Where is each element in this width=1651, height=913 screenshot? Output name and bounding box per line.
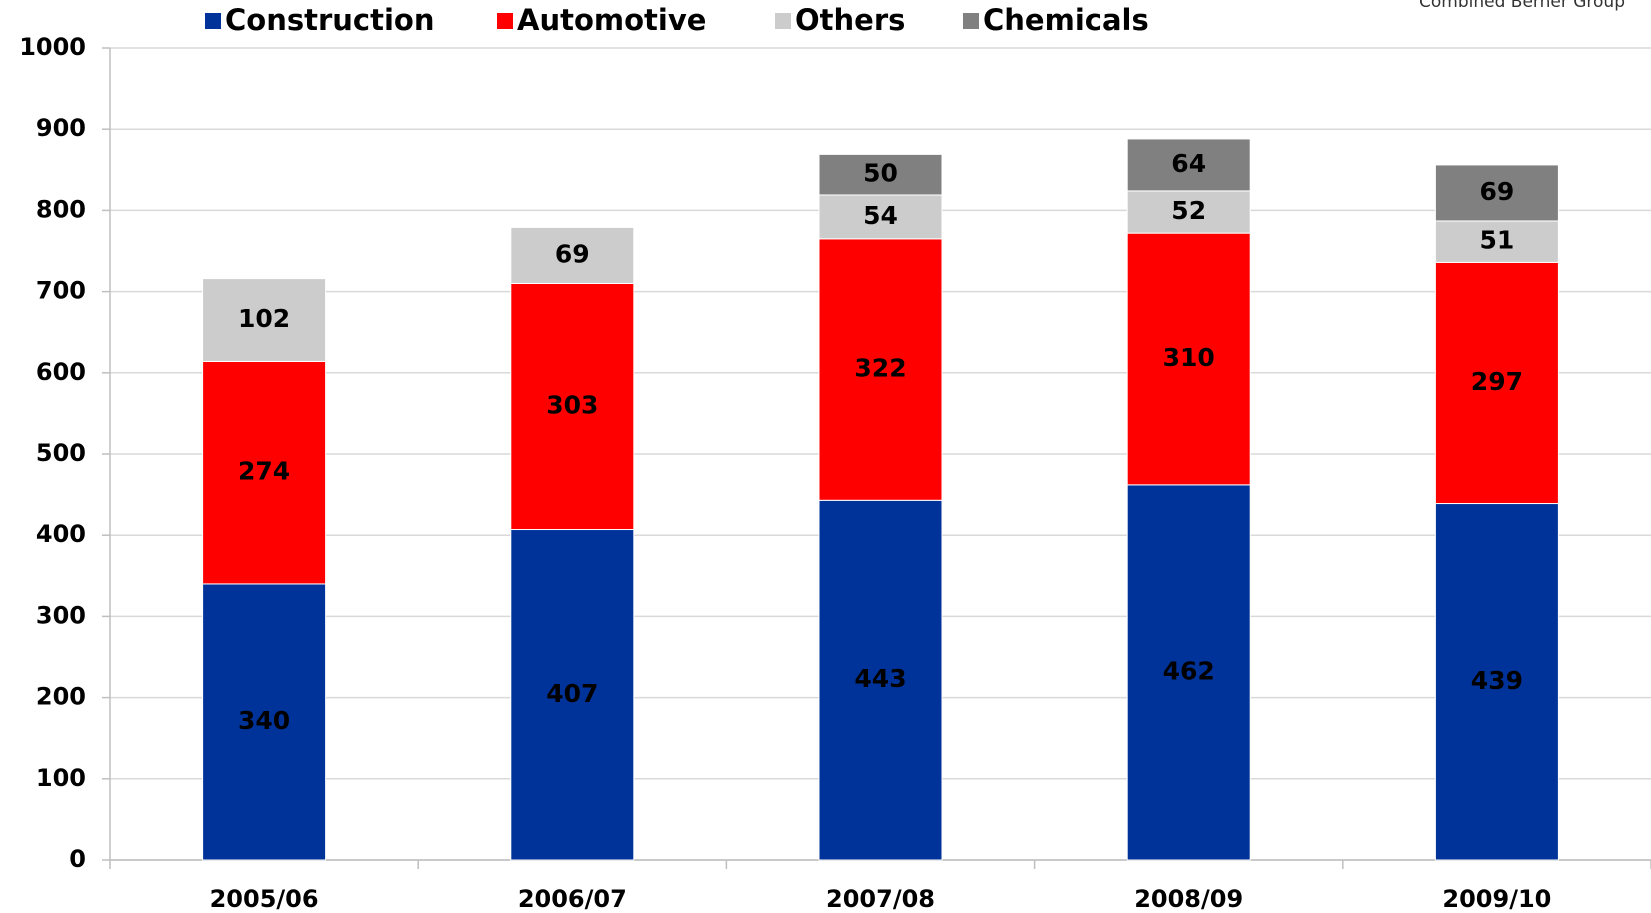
bar-segment bbox=[510, 282, 635, 531]
x-tick-label: 2009/10 bbox=[1442, 885, 1551, 913]
y-tick-label: 500 bbox=[36, 439, 86, 467]
data-label: 439 bbox=[1471, 666, 1523, 695]
y-tick-label: 400 bbox=[36, 520, 86, 548]
bar-segment bbox=[818, 194, 943, 240]
y-tick-label: 600 bbox=[36, 358, 86, 386]
bar-segment bbox=[510, 529, 635, 861]
data-label: 297 bbox=[1471, 367, 1523, 396]
data-label: 340 bbox=[238, 706, 290, 735]
y-tick-label: 300 bbox=[36, 601, 86, 629]
data-label: 310 bbox=[1163, 343, 1215, 372]
y-tick-label: 700 bbox=[36, 277, 86, 305]
legend-swatch bbox=[497, 13, 513, 29]
data-label: 50 bbox=[863, 159, 898, 188]
bar-segment bbox=[818, 153, 943, 196]
data-label: 303 bbox=[546, 390, 598, 419]
data-label: 407 bbox=[546, 679, 598, 708]
bar-segment bbox=[1126, 190, 1251, 234]
bar-segment bbox=[1434, 261, 1559, 505]
x-tick-label: 2008/09 bbox=[1134, 885, 1243, 913]
bar-segment bbox=[1434, 164, 1559, 222]
data-label: 64 bbox=[1171, 149, 1206, 178]
y-tick-label: 0 bbox=[69, 845, 86, 873]
data-label: 462 bbox=[1163, 656, 1215, 685]
legend-label: Construction bbox=[225, 3, 435, 37]
legend-swatch bbox=[775, 13, 791, 29]
data-label: 54 bbox=[863, 201, 898, 230]
data-label: 274 bbox=[238, 457, 290, 486]
legend-label: Chemicals bbox=[983, 3, 1149, 37]
y-tick-label: 200 bbox=[36, 683, 86, 711]
data-label: 322 bbox=[854, 354, 906, 383]
x-tick-label: 2007/08 bbox=[826, 885, 935, 913]
y-tick-label: 900 bbox=[36, 114, 86, 142]
legend-swatch bbox=[205, 13, 221, 29]
legend-label: Others bbox=[795, 3, 905, 37]
annotation: Combined Berner Group bbox=[1419, 0, 1625, 12]
legend-swatch bbox=[963, 13, 979, 29]
x-tick-label: 2005/06 bbox=[210, 885, 319, 913]
data-label: 69 bbox=[555, 239, 590, 268]
x-tick-label: 2006/07 bbox=[518, 885, 627, 913]
bar-segment bbox=[1126, 232, 1251, 486]
data-label: 69 bbox=[1480, 177, 1515, 206]
bar-segment bbox=[510, 226, 635, 284]
bar-segment bbox=[1434, 503, 1559, 861]
data-label: 102 bbox=[238, 304, 290, 333]
data-label: 51 bbox=[1480, 226, 1515, 255]
y-tick-label: 800 bbox=[36, 195, 86, 223]
bar-segment bbox=[818, 499, 943, 861]
bar-segment bbox=[202, 583, 327, 861]
data-label: 52 bbox=[1171, 196, 1206, 225]
y-tick-label: 1000 bbox=[19, 33, 86, 61]
bar-segment bbox=[1126, 138, 1251, 192]
data-label: 443 bbox=[854, 664, 906, 693]
y-tick-label: 100 bbox=[36, 764, 86, 792]
legend-label: Automotive bbox=[517, 3, 706, 37]
bar-segment bbox=[818, 238, 943, 501]
bar-segment bbox=[202, 278, 327, 362]
bar-segment bbox=[202, 360, 327, 585]
bar-segment bbox=[1126, 484, 1251, 861]
